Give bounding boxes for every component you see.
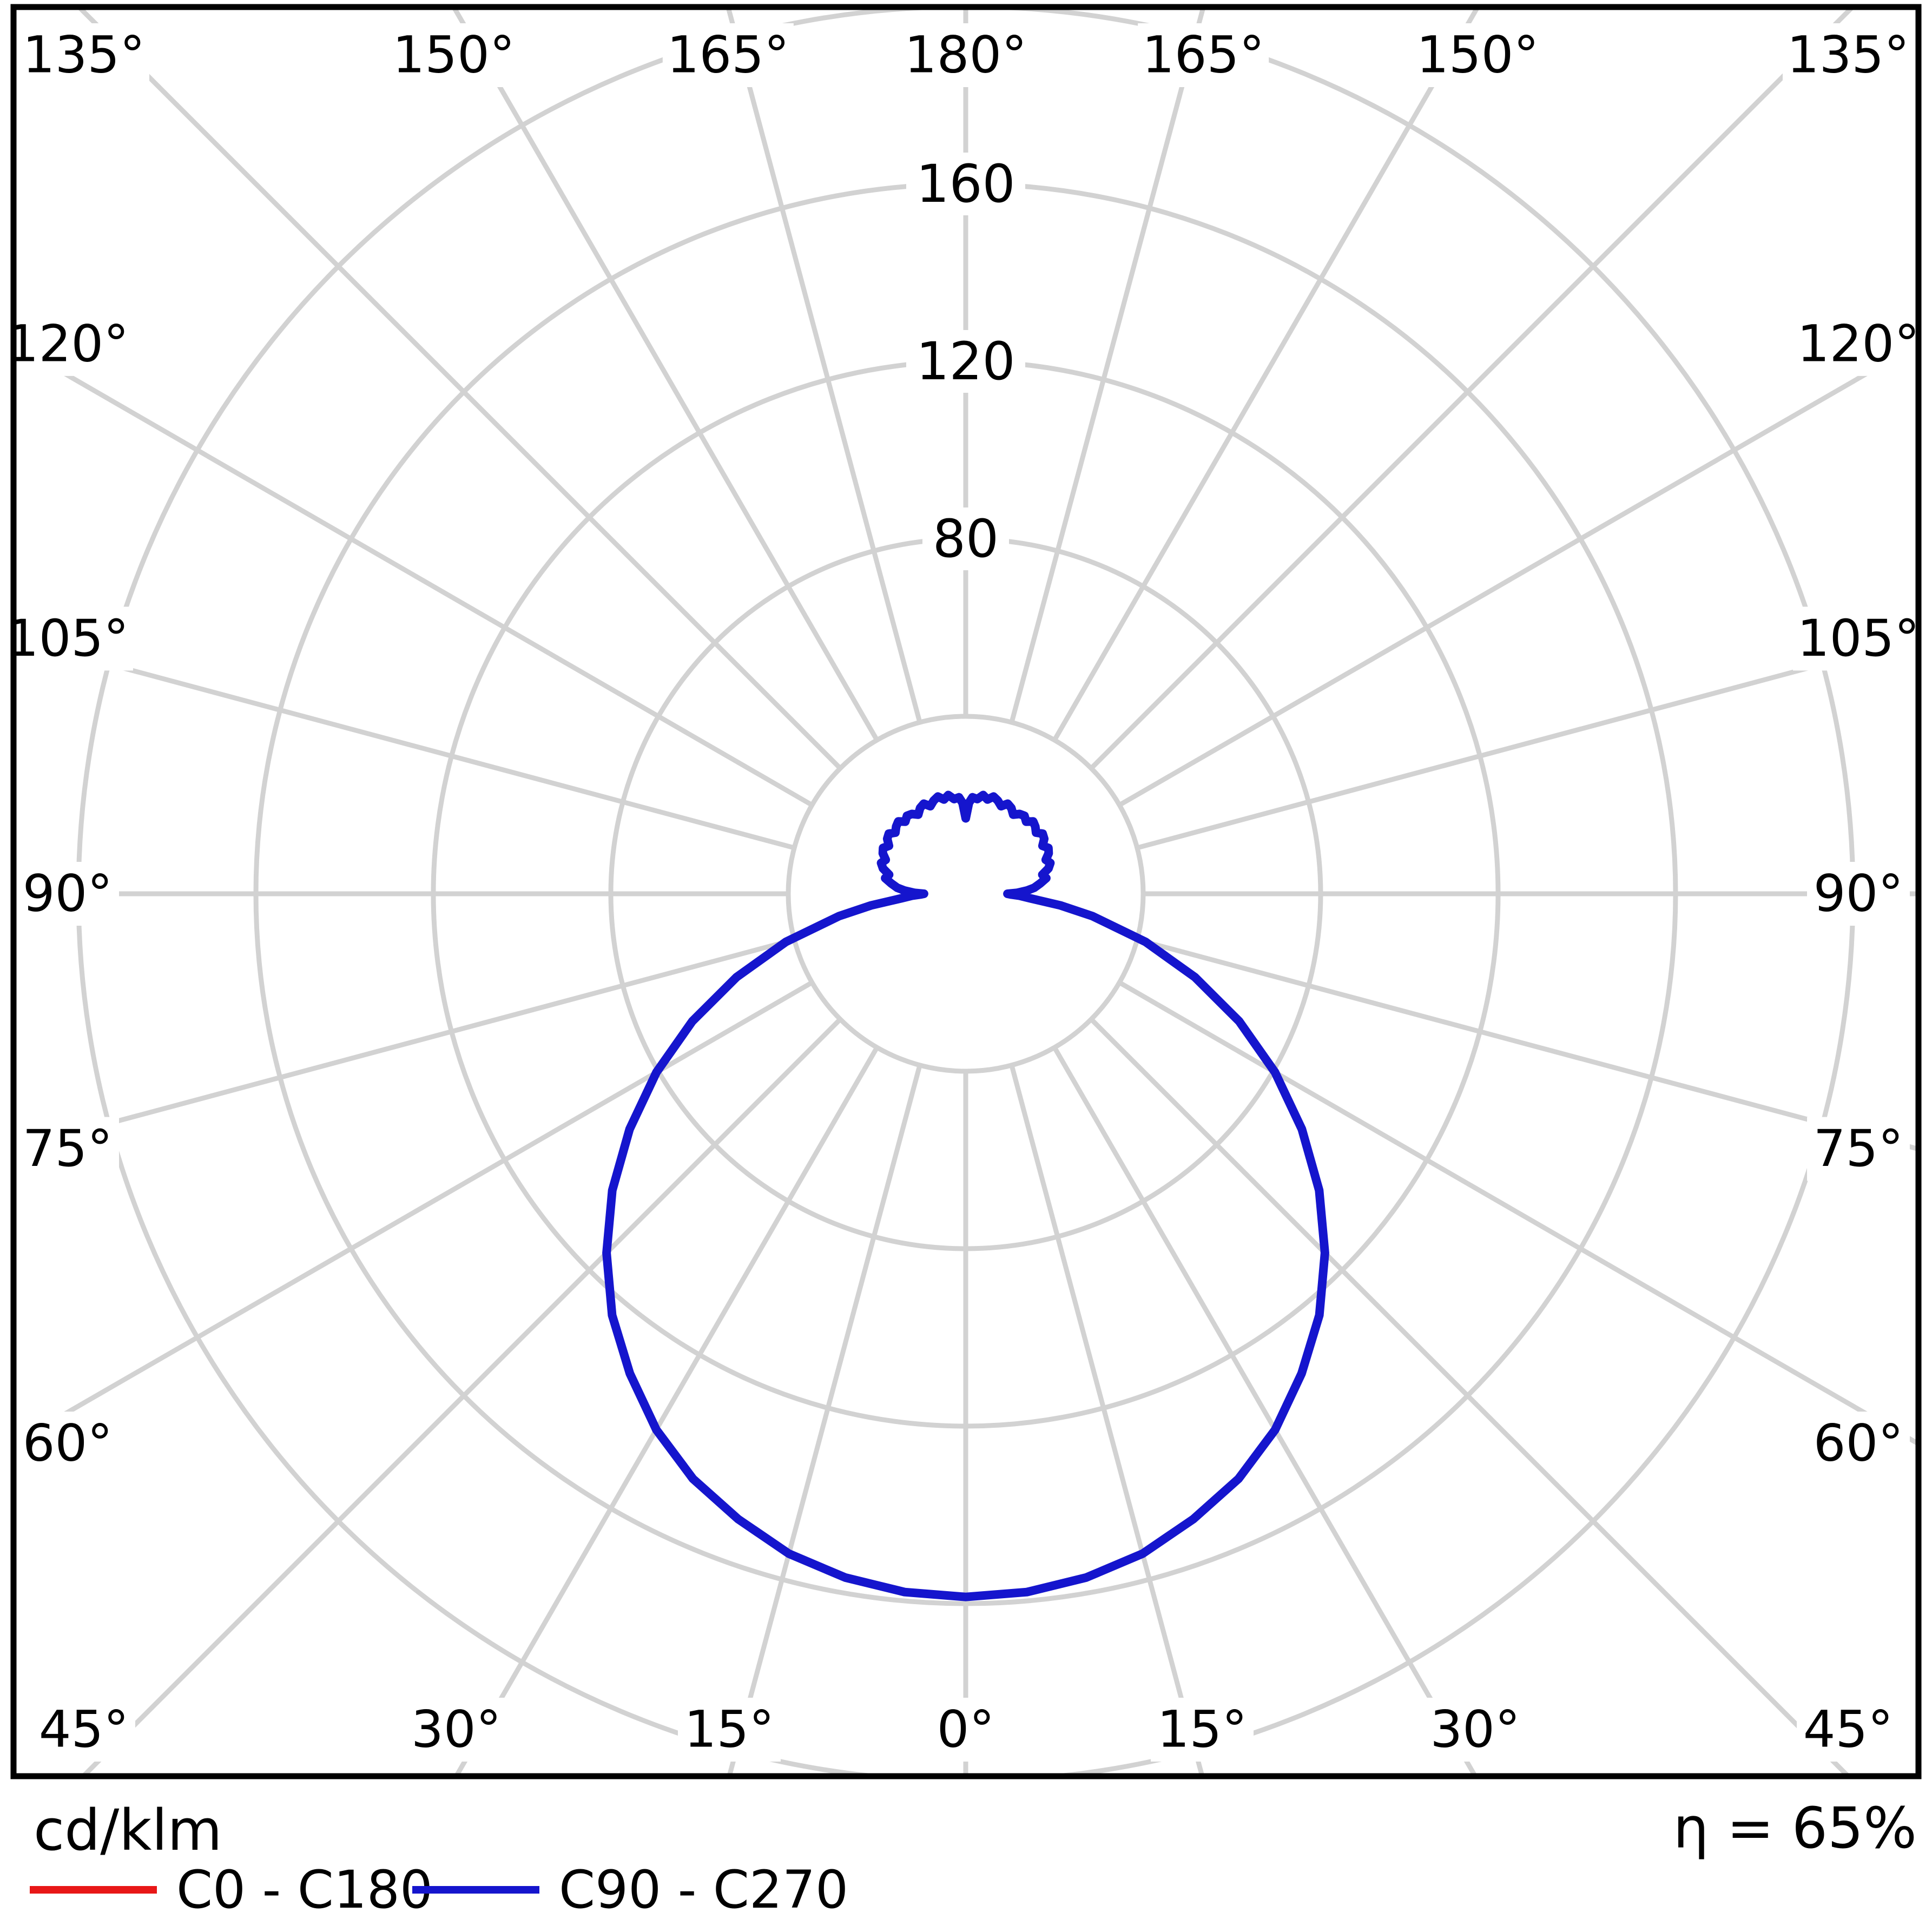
angle-label-box xyxy=(16,1412,119,1476)
angle-label-box xyxy=(16,1117,119,1181)
angle-label: 45° xyxy=(1803,1700,1894,1759)
angle-label: 165° xyxy=(667,26,789,85)
legend-item-c90-c270: C90 - C270 xyxy=(412,1860,848,1920)
angle-label: 15° xyxy=(684,1700,775,1759)
angle-label: 135° xyxy=(1787,26,1909,85)
grid-spoke-120 xyxy=(1119,342,1916,807)
angle-labels: 0° 15° 15° 30° 30° 45° 45° 60° 60° 75° 75° 90° 90° 10… xyxy=(2,23,1924,1762)
chart-frame xyxy=(10,4,1922,1779)
angle-label: 120° xyxy=(1797,314,1920,373)
angle-label: 135° xyxy=(23,26,145,85)
radial-tick-label: 80 xyxy=(933,509,999,569)
angle-label-box xyxy=(1807,1117,1910,1181)
radial-tick-box xyxy=(906,330,1025,393)
angle-label-box xyxy=(1151,1698,1254,1762)
radial-tick-labels: 80 120 160 xyxy=(906,153,1025,570)
radial-tick-label: 160 xyxy=(916,154,1015,214)
angle-label: 150° xyxy=(393,26,515,85)
angle-label: 30° xyxy=(1430,1700,1520,1759)
angle-label: 60° xyxy=(23,1414,113,1473)
angle-label-box xyxy=(1423,1698,1527,1762)
angle-label-box xyxy=(1793,606,1924,671)
angle-label-box xyxy=(1807,862,1910,926)
angle-label: 90° xyxy=(23,865,113,924)
angle-label-box xyxy=(388,23,519,87)
angle-label-box xyxy=(928,1698,1003,1762)
grid-spoke-165 xyxy=(1010,10,1205,722)
grid-spoke-30 xyxy=(1053,1047,1476,1773)
legend-item-c0-c180: C0 - C180 xyxy=(30,1860,433,1920)
angle-label: 120° xyxy=(6,314,129,373)
angle-label-box xyxy=(1807,1412,1910,1476)
angle-label: 75° xyxy=(1814,1119,1904,1178)
angle-label-box xyxy=(18,23,149,87)
grid-spoke-285 xyxy=(16,938,794,1151)
angle-label-box xyxy=(1412,23,1544,87)
legend-label-c0-c180: C0 - C180 xyxy=(176,1860,433,1920)
angle-label: 45° xyxy=(39,1700,129,1759)
angle-label-box xyxy=(1783,23,1914,87)
radial-tick-box xyxy=(906,153,1025,215)
grid-spoke-345 xyxy=(727,1065,922,1773)
grid-spoke-75 xyxy=(1137,938,1916,1151)
grid-spoke-330 xyxy=(455,1047,879,1773)
grid-ring-40 xyxy=(786,714,1146,1074)
grid-spoke-210 xyxy=(452,10,879,741)
angle-label-box xyxy=(16,862,119,926)
grid-spoke-105 xyxy=(1137,636,1916,850)
angle-label-box xyxy=(32,1698,135,1762)
angle-label: 75° xyxy=(23,1119,113,1178)
curve-C90-C270 xyxy=(602,790,1329,1601)
grid-spoke-240 xyxy=(16,342,813,807)
legend-label-c90-c270: C90 - C270 xyxy=(559,1860,849,1920)
angle-label-box xyxy=(1138,23,1269,87)
angle-label-box xyxy=(677,1698,781,1762)
angle-label: 90° xyxy=(1814,865,1904,924)
angle-label-box xyxy=(662,23,794,87)
grid-spoke-195 xyxy=(726,10,922,722)
efficiency-label: η = 65% xyxy=(1673,1795,1917,1861)
angle-label: 30° xyxy=(411,1700,502,1759)
legend-swatch-c90-c270 xyxy=(412,1886,539,1894)
angle-label: 150° xyxy=(1416,26,1539,85)
grid-spoke-300 xyxy=(16,981,813,1445)
grid-spoke-60 xyxy=(1119,981,1916,1446)
angle-label: 105° xyxy=(6,609,129,668)
grid-spoke-150 xyxy=(1053,10,1479,741)
angle-label-box xyxy=(405,1698,508,1762)
angle-label-box xyxy=(1793,312,1924,376)
legend-swatch-c0-c180 xyxy=(30,1886,157,1894)
angle-label: 60° xyxy=(1814,1414,1904,1473)
angle-label: 165° xyxy=(1142,26,1264,85)
angle-label: 105° xyxy=(1797,609,1920,668)
angle-label-box xyxy=(1797,1698,1900,1762)
angle-label-box xyxy=(900,23,1031,87)
radial-tick-box xyxy=(922,507,1009,570)
angle-label-box xyxy=(2,312,133,376)
angle-label-box xyxy=(2,606,133,671)
radial-tick-label: 120 xyxy=(916,331,1015,392)
grid-spoke-255 xyxy=(16,637,794,850)
unit-label: cd/klm xyxy=(34,1797,222,1863)
angle-label: 15° xyxy=(1157,1700,1248,1759)
angle-label: 180° xyxy=(905,26,1027,85)
grid-spoke-15 xyxy=(1010,1065,1204,1773)
angle-label: 0° xyxy=(937,1700,995,1759)
